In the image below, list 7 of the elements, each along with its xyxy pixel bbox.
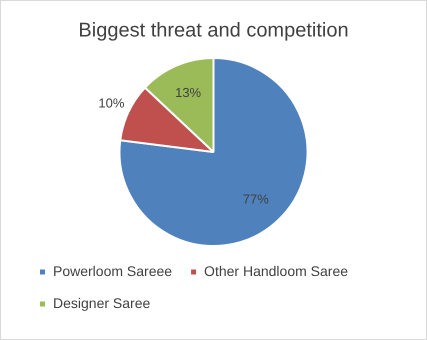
chart-title: Biggest threat and competition [78, 20, 349, 42]
legend-label: Designer Saree [53, 294, 150, 311]
legend-label: Other Handloom Saree [204, 262, 348, 279]
data-label: 10% [98, 96, 125, 111]
legend-label: Powerloom Sareee [53, 262, 172, 279]
data-label: 77% [242, 192, 270, 207]
data-label: 13% [175, 84, 202, 100]
